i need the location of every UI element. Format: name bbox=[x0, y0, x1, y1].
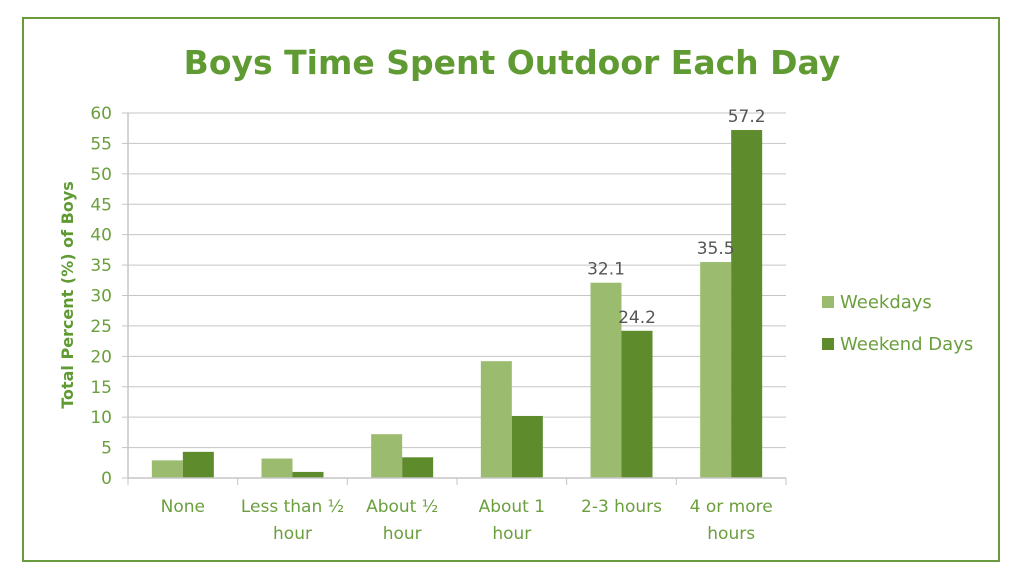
y-tick-label: 55 bbox=[90, 134, 112, 154]
bar-weekend-days bbox=[292, 471, 324, 478]
data-label: 35.5 bbox=[697, 239, 735, 259]
data-labels: 32.1 35.5 24.2 57.2 bbox=[587, 107, 766, 328]
bar-weekend-days bbox=[621, 330, 653, 478]
y-tick-label: 35 bbox=[90, 256, 112, 276]
legend-label: Weekdays bbox=[840, 292, 932, 313]
legend-swatch bbox=[822, 338, 834, 350]
chart-frame bbox=[22, 17, 1000, 562]
legend-swatch bbox=[822, 296, 834, 308]
x-axis-ticks: None Less than ½ hour About ½ hour About 1 hou… bbox=[127, 478, 787, 544]
y-axis-label: Total Percent (%) of Boys bbox=[58, 181, 77, 409]
y-axis-ticks: 0 5 10 15 20 25 30 35 40 45 50 55 60 bbox=[90, 104, 128, 489]
bar-weekdays bbox=[261, 458, 293, 478]
legend-label: Weekend Days bbox=[840, 334, 973, 355]
bar-weekend-days bbox=[511, 415, 543, 478]
bar-weekdays bbox=[590, 282, 622, 478]
bar-weekdays bbox=[480, 361, 512, 478]
x-tick-label: hours bbox=[707, 524, 755, 544]
y-tick-label: 0 bbox=[101, 469, 112, 489]
legend: Weekdays Weekend Days bbox=[822, 292, 973, 355]
bar-weekend-days bbox=[731, 130, 763, 479]
y-tick-label: 25 bbox=[90, 317, 112, 337]
y-tick-label: 15 bbox=[90, 378, 112, 398]
bar-weekdays bbox=[371, 434, 403, 478]
bar-weekdays bbox=[151, 460, 183, 478]
x-tick-label: hour bbox=[273, 524, 312, 544]
x-tick-label: hour bbox=[492, 524, 531, 544]
chart-title: Boys Time Spent Outdoor Each Day bbox=[184, 43, 841, 82]
y-tick-label: 20 bbox=[90, 347, 112, 367]
x-tick-label: About 1 bbox=[479, 497, 545, 517]
bar-weekend-days bbox=[402, 457, 434, 478]
y-tick-label: 45 bbox=[90, 195, 112, 215]
y-tick-label: 60 bbox=[90, 104, 112, 124]
x-tick-label: Less than ½ bbox=[241, 497, 344, 517]
x-tick-label: 2-3 hours bbox=[581, 497, 662, 517]
x-tick-label: About ½ bbox=[366, 497, 438, 517]
bars bbox=[151, 130, 763, 479]
bar-weekdays bbox=[700, 262, 732, 478]
y-tick-label: 50 bbox=[90, 165, 112, 185]
x-tick-label: None bbox=[161, 497, 205, 517]
gridlines bbox=[128, 112, 786, 449]
x-tick-label: 4 or more bbox=[690, 497, 773, 517]
y-tick-label: 10 bbox=[90, 408, 112, 428]
bar-weekend-days bbox=[182, 451, 214, 478]
data-label: 24.2 bbox=[618, 308, 656, 328]
y-tick-label: 5 bbox=[101, 439, 112, 459]
data-label: 57.2 bbox=[728, 107, 766, 127]
y-tick-label: 40 bbox=[90, 226, 112, 246]
data-label: 32.1 bbox=[587, 260, 625, 280]
x-tick-label: hour bbox=[383, 524, 422, 544]
y-tick-label: 30 bbox=[90, 287, 112, 307]
